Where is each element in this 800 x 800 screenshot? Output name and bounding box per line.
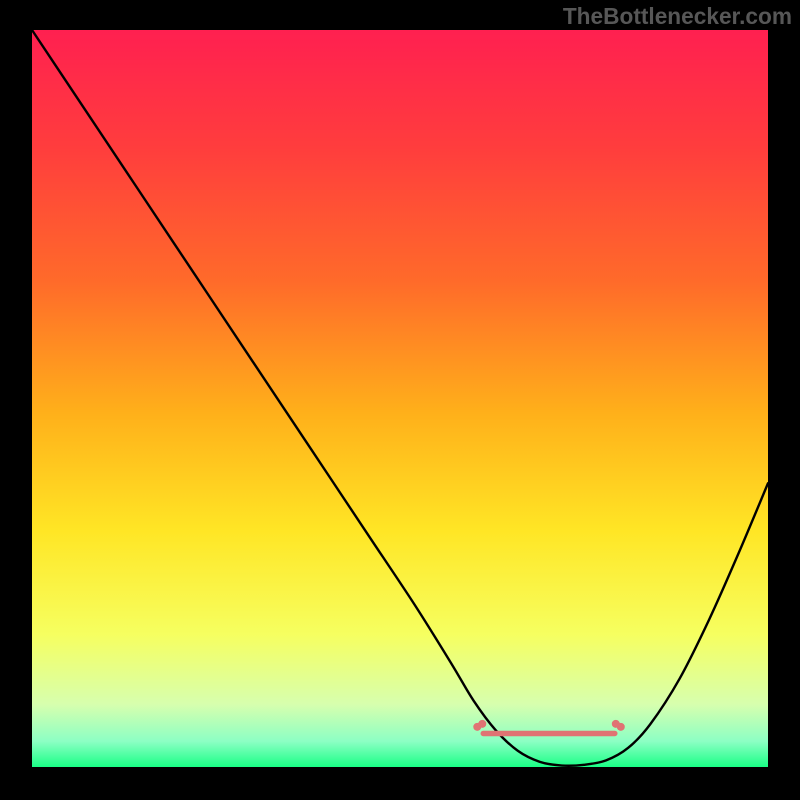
plot-background: [32, 30, 768, 767]
bottleneck-curve-chart: [0, 0, 800, 800]
watermark-text: TheBottlenecker.com: [563, 3, 792, 30]
chart-container: TheBottlenecker.com: [0, 0, 800, 800]
